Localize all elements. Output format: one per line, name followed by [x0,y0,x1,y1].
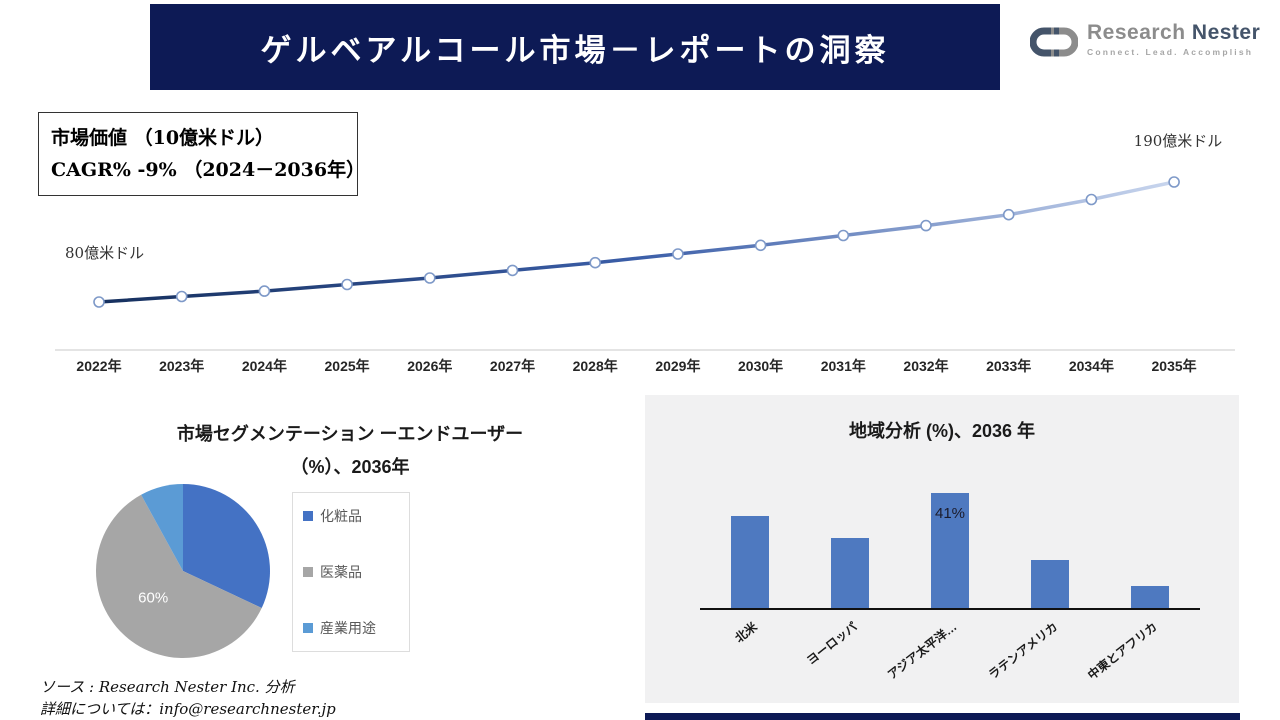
region-bar [1031,560,1069,608]
x-axis-tick-label: 2024年 [242,358,287,374]
data-point-marker [837,229,850,242]
bar-category-label: ヨーロッパ [803,619,860,668]
logo-text: Research Nester Connect. Lead. Accomplis… [1087,22,1260,58]
x-axis-tick-label: 2026年 [407,358,452,374]
x-axis-tick-label: 2032年 [903,358,948,374]
legend-swatch [303,511,313,521]
bar-category-label: アジア太平洋… [885,619,960,683]
data-point-marker [341,278,353,291]
legend-label: 産業用途 [320,620,376,636]
regional-analysis-panel: 地域分析 (%)、2036 年 北米 ヨーロッパ 41% アジア太平洋… ラテンアメリカ… [645,395,1239,703]
data-point-marker [93,296,105,308]
contact-note: 詳細については：info@researchnester.jp [40,700,336,718]
data-point-marker [423,272,436,284]
line-end-value-label: 190億米ドル [1134,132,1223,150]
data-point-marker [175,290,188,303]
market-value-info-box: 市場価値 （10億米ドル） CAGR% -9% （2024－2036年） [38,112,366,196]
legend-item: 医薬品 [303,562,399,582]
research-nester-logo: Research Nester Connect. Lead. Accomplis… [1030,22,1260,62]
x-axis-tick-label: 2031年 [821,358,866,374]
x-axis-tick-label: 2025年 [325,358,370,374]
bar-category-label: 北米 [732,619,760,646]
bar-slot: 北米 [700,473,800,645]
x-axis-tick-label: 2029年 [655,358,700,374]
x-axis-tick-label: 2028年 [573,358,618,374]
data-point-marker [506,264,519,277]
trend-line [97,180,1176,304]
logo-name-research: Research [1087,21,1186,44]
market-value-line-chart: 2022年 2023年 2024年 2025年 2026年 2027年 2028年 2029年… [55,132,1235,374]
data-point-marker [754,239,767,252]
region-bar [831,538,869,608]
bar-category-label: 中東とアフリカ [1085,619,1160,683]
data-point-marker [672,248,684,260]
pie-data-label: 60% [138,590,168,607]
bottom-accent-bar [645,713,1240,720]
legend-swatch [303,567,313,577]
region-bar [1131,586,1169,608]
logo-name: Research Nester [1087,22,1260,44]
pie-slice-2 [95,494,262,659]
chain-link-logo-icon [1030,27,1078,57]
bar-category-label: ラテンアメリカ [985,619,1060,682]
market-value-label: 市場価値 （10億米ドル） [51,127,275,149]
data-point-marker [258,285,271,297]
source-note: ソース : Research Nester Inc. 分析 [40,678,295,696]
data-point-marker [1002,208,1015,221]
bar-data-label: 41% [934,505,966,522]
pie-title-line1: 市場セグメンテーション ーエンドユーザー [176,424,524,444]
x-axis-tick-label: 2022年 [76,358,121,374]
bar-chart-plot-area: 北米 ヨーロッパ 41% アジア太平洋… ラテンアメリカ 中東とアフリカ [700,473,1200,682]
bar-slot: 41% アジア太平洋… [885,473,1000,682]
region-bar [731,516,769,608]
legend-swatch [303,623,313,633]
pie-slice-3 [141,484,183,571]
data-point-marker [1168,176,1180,188]
data-point-marker [1085,193,1098,206]
cagr-label: CAGR% -9% （2024－2036年） [51,159,366,181]
legend-item: 化粧品 [303,506,399,526]
line-start-value-label: 80億米ドル [65,244,144,262]
bar-slot: ラテンアメリカ [986,473,1100,682]
pie-legend: 化粧品医薬品産業用途 [292,492,410,652]
data-point-marker [920,219,932,232]
logo-name-nester: Nester [1191,21,1261,44]
bar-chart-title: 地域分析 (%)、2036 年 [848,421,1036,441]
x-axis-tick-label: 2034年 [1069,358,1114,374]
pie-slice-1 [183,484,270,609]
logo-tagline: Connect. Lead. Accomplish [1087,47,1254,57]
legend-label: 化粧品 [320,508,362,524]
pie-chart-title: 市場セグメンテーション ーエンドユーザー （%）、2036年 [55,418,645,484]
pie-title-line2: （%）、2036年 [290,457,410,477]
segmentation-pie-chart: 60% [95,484,270,659]
report-title: ゲルベアルコール市場－レポートの洞察 [260,32,890,69]
x-axis-tick-label: 2027年 [490,358,535,374]
x-axis-tick-label: 2033年 [986,358,1031,374]
legend-label: 医薬品 [320,564,362,580]
x-axis-tick-label: 2035年 [1152,358,1197,374]
bar-slot: 中東とアフリカ [1085,473,1200,682]
x-axis-tick-label: 2023年 [159,358,204,374]
data-point-marker [589,256,602,269]
title-banner: ゲルベアルコール市場－レポートの洞察 [150,4,1000,90]
legend-item: 産業用途 [303,618,399,638]
bar-slot: ヨーロッパ [800,473,900,668]
region-bar: 41% [931,493,969,608]
x-axis-tick-label: 2030年 [738,358,783,374]
